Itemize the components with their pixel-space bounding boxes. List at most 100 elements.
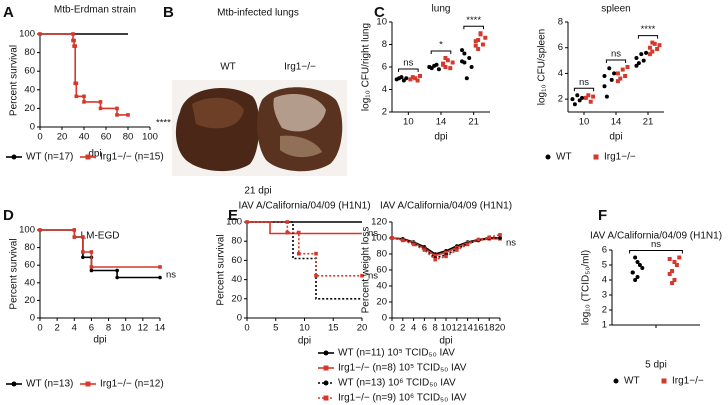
x-axis-label: dpi bbox=[88, 149, 101, 160]
legend-marker bbox=[613, 378, 619, 384]
significance-bracket bbox=[430, 50, 452, 54]
point bbox=[413, 76, 418, 81]
plot-title: Mtb-Erdman strain bbox=[54, 5, 136, 16]
point bbox=[615, 71, 620, 76]
y-axis-label: log₁₀ CFU/right lung bbox=[361, 23, 372, 111]
point bbox=[609, 77, 614, 82]
x-tick-label: 4 bbox=[72, 323, 77, 334]
legend-label: Irg1−/− (n=15) bbox=[100, 152, 164, 163]
point bbox=[633, 278, 638, 282]
x-tick-label: 20 bbox=[495, 323, 506, 334]
point bbox=[655, 47, 660, 51]
legend-marker bbox=[323, 395, 329, 401]
legend-marker bbox=[85, 381, 91, 387]
significance-label: * bbox=[439, 40, 443, 51]
x-tick-label: 14 bbox=[462, 323, 473, 334]
y-tick-label: 60 bbox=[376, 265, 387, 276]
x-tick-label: 0 bbox=[37, 132, 42, 143]
x-tick-label: 2 bbox=[54, 323, 59, 334]
series-line bbox=[247, 221, 362, 300]
x-tick-label: 12 bbox=[138, 323, 149, 334]
point bbox=[650, 49, 655, 54]
point bbox=[583, 95, 588, 100]
panel-letter: F bbox=[598, 207, 607, 224]
lung-images bbox=[172, 80, 347, 176]
point bbox=[98, 100, 103, 104]
point bbox=[71, 32, 75, 36]
point bbox=[401, 238, 405, 243]
x-tick-label: 21 bbox=[468, 117, 479, 128]
significance-bracket bbox=[398, 68, 419, 72]
point bbox=[476, 38, 481, 42]
point bbox=[89, 250, 94, 254]
legend-marker bbox=[323, 350, 329, 356]
x-tick-label: 10 bbox=[441, 323, 452, 334]
significance-bracket bbox=[637, 35, 659, 39]
point bbox=[634, 63, 639, 68]
x-axis-label: dpi bbox=[434, 132, 447, 143]
significance-label: ns bbox=[368, 228, 378, 239]
x-tick-label: 4 bbox=[411, 323, 416, 334]
point bbox=[404, 76, 409, 81]
point bbox=[433, 257, 437, 262]
point bbox=[115, 268, 119, 273]
point bbox=[607, 66, 612, 71]
point bbox=[72, 235, 77, 239]
point bbox=[462, 60, 467, 65]
significance-label: **** bbox=[641, 24, 656, 35]
point bbox=[360, 273, 364, 278]
point bbox=[639, 52, 644, 57]
significance-label: ns bbox=[579, 77, 589, 88]
legend-label: Irg1−/− bbox=[672, 376, 704, 387]
point bbox=[450, 60, 455, 65]
x-tick-label: 14 bbox=[155, 323, 166, 334]
legend-marker bbox=[11, 381, 17, 387]
point bbox=[602, 74, 607, 78]
point bbox=[444, 250, 448, 255]
x-axis-label: dpi bbox=[93, 335, 106, 346]
point bbox=[483, 35, 488, 40]
point bbox=[81, 250, 85, 254]
y-tick-label: 2 bbox=[602, 305, 607, 316]
point bbox=[465, 242, 470, 247]
y-tick-label: 3 bbox=[602, 290, 607, 301]
legend-label: WT (n=13) 10⁶ TCID₅₀ IAV bbox=[338, 378, 456, 389]
point bbox=[580, 95, 585, 100]
image-caption: 21 dpi bbox=[244, 186, 271, 197]
y-tick-label: 60 bbox=[24, 260, 35, 271]
y-tick-label: 10 bbox=[376, 17, 387, 28]
point bbox=[467, 56, 472, 60]
point bbox=[411, 242, 416, 247]
point bbox=[670, 281, 675, 285]
panel-letter: B bbox=[163, 4, 174, 21]
legend-label: WT bbox=[624, 376, 640, 387]
point bbox=[636, 61, 641, 66]
point bbox=[637, 263, 642, 267]
significance-bracket bbox=[605, 59, 627, 63]
point bbox=[672, 278, 677, 282]
lung-highlight bbox=[192, 97, 244, 129]
significance-label: ns bbox=[506, 237, 516, 248]
x-tick-label: 15 bbox=[328, 323, 339, 334]
point bbox=[633, 255, 638, 260]
point bbox=[625, 65, 630, 69]
point bbox=[591, 94, 596, 99]
significance-label: **** bbox=[466, 15, 481, 26]
point bbox=[443, 56, 448, 60]
y-tick-label: 40 bbox=[24, 84, 35, 95]
point bbox=[657, 43, 662, 48]
y-axis-label: Percent survival bbox=[216, 234, 227, 305]
x-axis-label: dpi bbox=[439, 336, 452, 347]
point bbox=[577, 98, 582, 103]
point bbox=[650, 40, 655, 45]
point bbox=[667, 272, 672, 276]
legend-marker bbox=[85, 154, 91, 160]
point bbox=[575, 93, 580, 98]
point bbox=[644, 50, 649, 55]
point bbox=[588, 99, 593, 104]
image-title: Mtb-infected lungs bbox=[217, 8, 299, 19]
point bbox=[72, 38, 76, 43]
point bbox=[586, 93, 591, 98]
y-tick-label: 0 bbox=[30, 122, 35, 133]
